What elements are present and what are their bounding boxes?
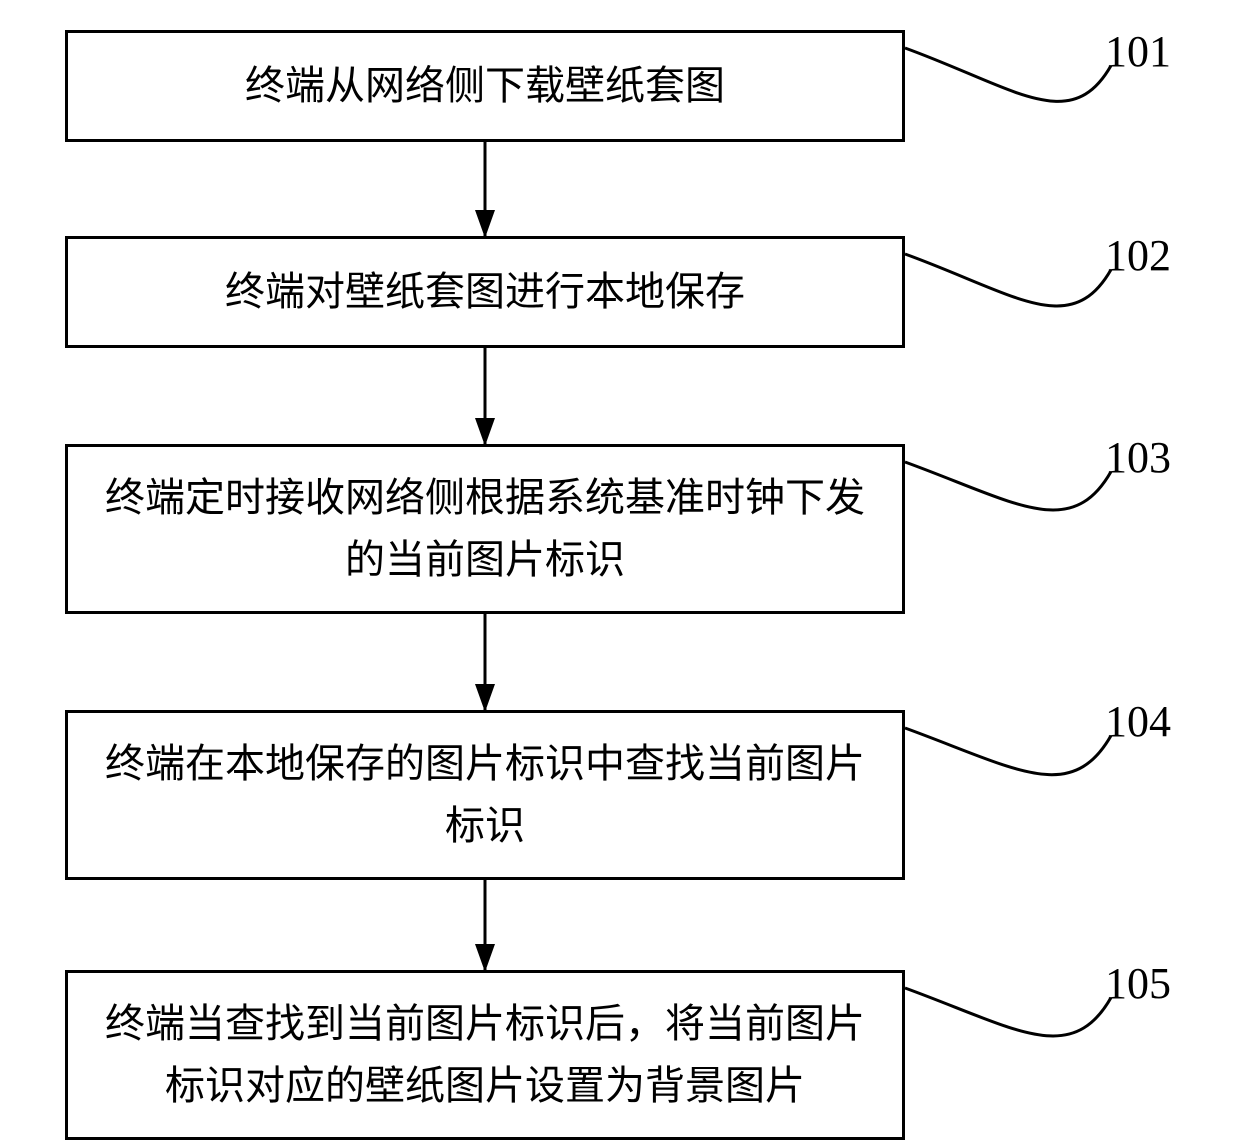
flow-node-text: 终端从网络侧下载壁纸套图 [245, 55, 725, 117]
flow-node-4: 终端在本地保存的图片标识中查找当前图片标识 [65, 710, 905, 880]
flow-node-5: 终端当查找到当前图片标识后，将当前图片标识对应的壁纸图片设置为背景图片 [65, 970, 905, 1140]
callout-leader [905, 988, 1111, 1036]
step-label-105: 105 [1105, 958, 1171, 1009]
step-label-104: 104 [1105, 696, 1171, 747]
flow-node-text: 终端对壁纸套图进行本地保存 [225, 261, 745, 323]
step-label-101: 101 [1105, 26, 1171, 77]
flow-node-3: 终端定时接收网络侧根据系统基准时钟下发的当前图片标识 [65, 444, 905, 614]
callout-leader [905, 254, 1111, 306]
flow-node-2: 终端对壁纸套图进行本地保存 [65, 236, 905, 348]
flow-node-text: 终端在本地保存的图片标识中查找当前图片标识 [88, 733, 882, 857]
flow-node-text: 终端当查找到当前图片标识后，将当前图片标识对应的壁纸图片设置为背景图片 [88, 993, 882, 1117]
callout-leader [905, 728, 1111, 775]
callout-leader [905, 48, 1111, 101]
flowchart-canvas: 终端从网络侧下载壁纸套图终端对壁纸套图进行本地保存终端定时接收网络侧根据系统基准… [0, 0, 1236, 1147]
flow-node-text: 终端定时接收网络侧根据系统基准时钟下发的当前图片标识 [88, 467, 882, 591]
step-label-102: 102 [1105, 230, 1171, 281]
flow-node-1: 终端从网络侧下载壁纸套图 [65, 30, 905, 142]
callout-leader [905, 462, 1111, 510]
step-label-103: 103 [1105, 432, 1171, 483]
